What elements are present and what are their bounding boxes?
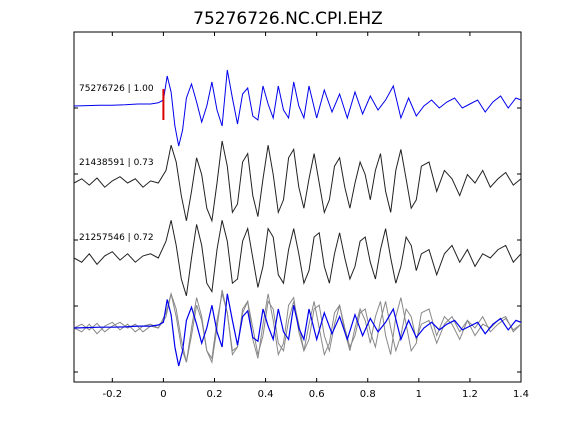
x-tick-label: 0 xyxy=(160,389,166,400)
x-tick-label: 1.2 xyxy=(462,389,478,400)
trace-label-21257546: 21257546 | 0.72 xyxy=(79,233,154,243)
trace-label-75276726: 75276726 | 1.00 xyxy=(79,84,154,94)
x-tick-label: 0.4 xyxy=(258,389,274,400)
x-tick-label: -0.2 xyxy=(103,389,123,400)
y-ticks xyxy=(74,107,521,373)
x-axis-ticks: -0.2 0 0.2 0.4 0.6 0.8 1 1.2 1.4 xyxy=(103,32,529,400)
trace-75276726 xyxy=(73,69,522,147)
trace-labels: 75276726 | 1.00 21438591 | 0.73 21257546 |… xyxy=(79,84,154,243)
x-tick-label: 0.8 xyxy=(360,389,376,400)
overlay-trace-75276726 xyxy=(73,293,522,367)
x-tick-label: 1.4 xyxy=(513,389,529,400)
traces xyxy=(73,69,522,296)
trace-21438591 xyxy=(73,140,522,223)
trace-label-21438591: 21438591 | 0.73 xyxy=(79,158,154,168)
x-tick-label: 0.2 xyxy=(207,389,223,400)
chart-title: 75276726.NC.CPI.EHZ xyxy=(193,9,383,29)
plot-area: -0.2 0 0.2 0.4 0.6 0.8 1 1.2 1.4 75276726 | 1.00… xyxy=(73,31,529,400)
overlay-traces xyxy=(73,289,522,367)
trace-21257546 xyxy=(73,220,522,296)
plot-frame xyxy=(73,31,522,383)
x-tick-label: 0.6 xyxy=(309,389,325,400)
x-tick-label: 1 xyxy=(416,389,422,400)
